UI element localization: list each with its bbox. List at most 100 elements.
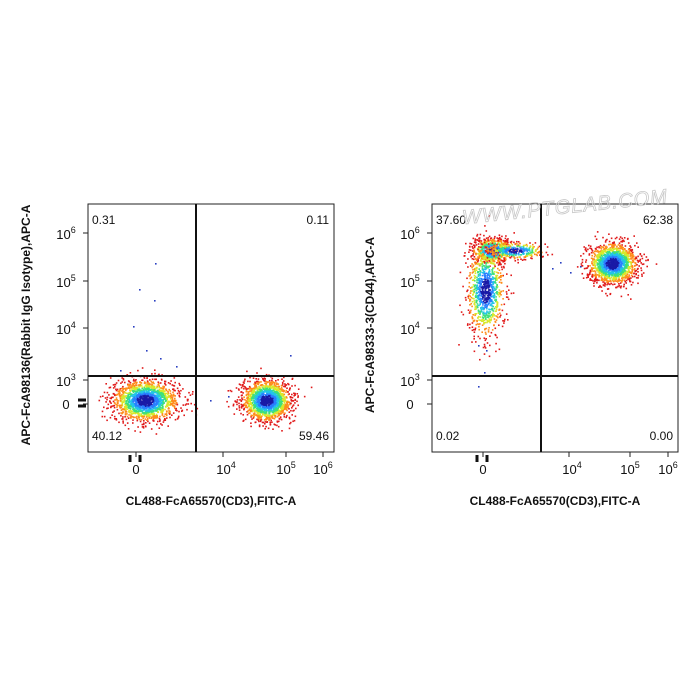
event-dot (154, 388, 156, 390)
event-dot (280, 396, 282, 398)
event-dot (256, 396, 258, 399)
event-dot (227, 390, 230, 392)
event-dot (259, 387, 261, 390)
event-dot (146, 350, 148, 352)
event-dot (136, 396, 139, 398)
event-dot (517, 253, 520, 256)
event-dot (303, 395, 306, 398)
event-dot (473, 246, 476, 249)
event-dot (476, 292, 479, 295)
event-dot (248, 408, 251, 411)
event-dot (263, 396, 266, 398)
event-dot (101, 415, 104, 418)
event-dot (270, 409, 273, 411)
event-dot (249, 412, 251, 414)
event-dot (145, 393, 148, 396)
event-dot (478, 239, 481, 242)
event-dot (502, 298, 504, 300)
event-dot (269, 402, 272, 404)
event-dot (132, 401, 134, 403)
event-dot (474, 313, 476, 315)
event-dot (250, 399, 253, 402)
event-dot (474, 328, 476, 331)
event-dot (129, 392, 131, 394)
event-dot (125, 389, 127, 392)
event-dot (163, 415, 166, 418)
event-dot (475, 313, 477, 315)
event-dot (488, 245, 490, 248)
event-dot (115, 394, 117, 396)
event-dot (498, 309, 500, 311)
event-dot (497, 313, 499, 316)
event-dot (239, 399, 241, 401)
event-dot (490, 331, 493, 334)
event-dot (483, 299, 486, 301)
event-dot (110, 396, 113, 399)
event-dot (284, 399, 287, 401)
event-dot (166, 414, 168, 417)
event-dot (109, 400, 111, 402)
event-dot (465, 299, 467, 301)
event-dot (491, 269, 493, 271)
event-dot (497, 253, 500, 256)
event-dot (480, 251, 482, 254)
event-dot (145, 402, 148, 404)
event-dot (474, 252, 477, 255)
event-dot (490, 300, 493, 302)
event-dot (500, 259, 503, 262)
event-dot (257, 391, 260, 393)
event-dot (253, 400, 256, 402)
event-dot (151, 393, 154, 396)
event-dot (277, 408, 280, 411)
event-dot (157, 400, 160, 403)
event-dot (282, 380, 285, 382)
event-dot (501, 254, 504, 257)
event-dot (139, 431, 142, 433)
event-dot (288, 416, 291, 419)
event-dot (279, 390, 281, 392)
event-dot (172, 412, 175, 414)
event-dot (115, 404, 118, 406)
event-dot (146, 419, 148, 421)
event-dot (123, 387, 126, 390)
event-dot (99, 395, 102, 398)
event-dot (123, 401, 125, 404)
event-dot (141, 387, 143, 389)
event-dot (264, 411, 266, 414)
event-dot (249, 398, 251, 400)
event-dot (246, 399, 249, 401)
event-dot (115, 398, 118, 401)
event-dot (269, 401, 271, 403)
event-dot (290, 400, 293, 402)
event-dot (170, 380, 172, 382)
event-dot (111, 414, 113, 416)
event-dot (535, 249, 537, 251)
event-dot (249, 399, 251, 401)
event-dot (262, 411, 265, 413)
event-dot (497, 261, 499, 263)
event-dot (252, 417, 255, 419)
event-dot (481, 306, 484, 308)
event-dot (129, 372, 132, 374)
event-dot (478, 246, 480, 248)
event-dot (493, 324, 495, 326)
event-dot (499, 261, 501, 264)
event-dot (476, 281, 478, 284)
event-dot (268, 412, 270, 415)
event-dot (168, 401, 170, 404)
event-dot (279, 416, 282, 418)
event-dot (166, 404, 168, 406)
event-dot (501, 245, 503, 247)
event-dot (252, 400, 255, 402)
event-dot (261, 386, 264, 388)
event-dot (275, 390, 277, 393)
event-dot (483, 271, 486, 273)
event-dot (492, 312, 494, 315)
event-dot (145, 406, 148, 409)
event-dot (146, 397, 148, 399)
event-dot (473, 256, 476, 258)
event-dot (162, 421, 165, 423)
event-dot (273, 410, 276, 413)
event-dot (169, 392, 172, 395)
event-dot (276, 398, 279, 401)
